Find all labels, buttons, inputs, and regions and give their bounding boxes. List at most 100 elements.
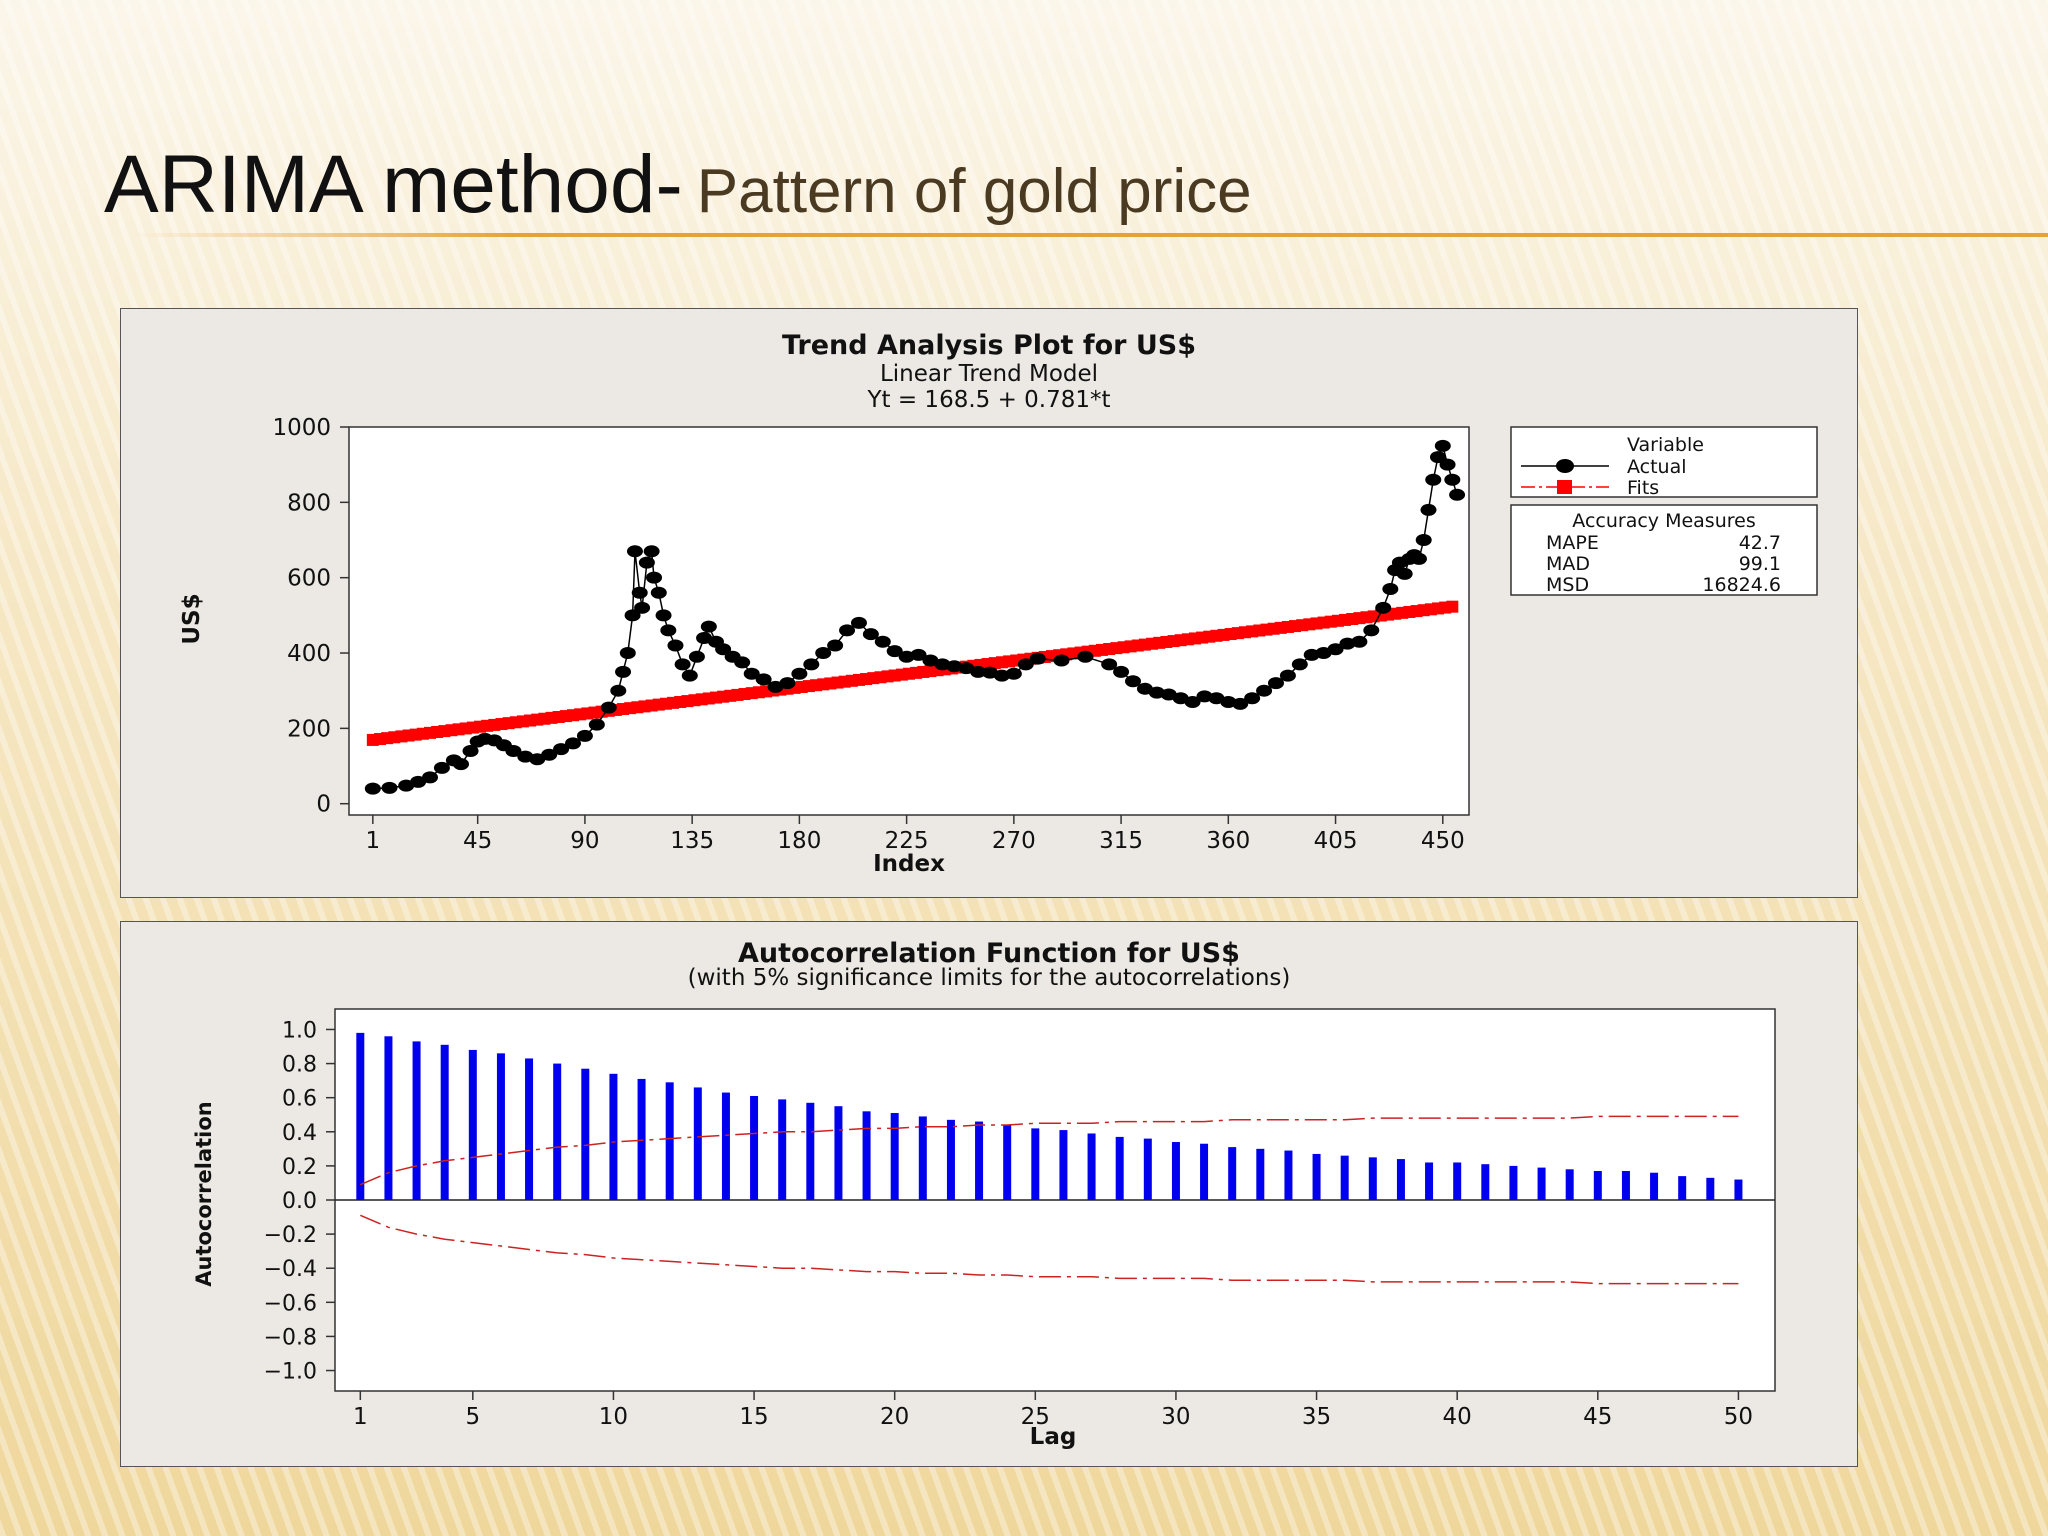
actual-point xyxy=(1420,503,1437,516)
actual-point xyxy=(688,650,705,663)
acf-y-tick-label: 0.4 xyxy=(282,1121,317,1146)
acf-bar xyxy=(1396,1159,1405,1200)
trend-y-tick-label: 400 xyxy=(287,641,331,667)
actual-point xyxy=(815,647,832,660)
actual-point xyxy=(565,737,581,750)
acf-bar xyxy=(609,1073,618,1200)
accuracy-msd-label: MSD xyxy=(1546,574,1589,596)
accuracy-msd-value: 16824.6 xyxy=(1702,574,1781,596)
actual-point xyxy=(667,639,684,652)
actual-point xyxy=(1267,677,1284,690)
acf-bar xyxy=(356,1032,365,1200)
acf-bar xyxy=(975,1121,984,1200)
acf-bar xyxy=(1678,1176,1687,1200)
slide-title-sub: Pattern of gold price xyxy=(696,157,1252,226)
acf-y-tick-label: −1.0 xyxy=(264,1360,317,1385)
trend-x-tick-label: 450 xyxy=(1421,828,1465,854)
actual-point xyxy=(791,667,808,680)
actual-point xyxy=(850,616,867,629)
acf-bar xyxy=(918,1116,927,1200)
acf-bar xyxy=(1368,1157,1377,1200)
actual-point xyxy=(422,771,439,784)
acf-bar xyxy=(1200,1143,1209,1200)
accuracy-title: Accuracy Measures xyxy=(1572,510,1755,532)
acf-lower-limit xyxy=(360,1214,1739,1285)
trend-chart-equation: Yt = 168.5 + 0.781*t xyxy=(866,387,1110,413)
acf-bar xyxy=(384,1036,393,1200)
actual-point xyxy=(1196,690,1213,703)
actual-point xyxy=(1279,669,1296,682)
actual-point xyxy=(600,701,617,714)
acf-bar xyxy=(1003,1124,1012,1200)
actual-point xyxy=(1053,654,1070,667)
actual-point xyxy=(1430,451,1447,464)
actual-point xyxy=(910,648,927,661)
acf-bar xyxy=(1256,1148,1265,1200)
acf-bar xyxy=(1453,1162,1462,1200)
trend-x-tick-label: 90 xyxy=(570,828,599,854)
actual-point xyxy=(529,753,546,766)
actual-point xyxy=(1449,488,1466,501)
acf-chart-subtitle: (with 5% significance limits for the aut… xyxy=(688,965,1291,991)
actual-point xyxy=(1439,458,1456,471)
trend-chart-subtitle: Linear Trend Model xyxy=(880,361,1098,387)
actual-point xyxy=(970,665,987,678)
trend-y-tick-label: 1000 xyxy=(272,415,331,441)
trend-y-tick-label: 800 xyxy=(287,490,331,516)
acf-y-tick-label: 0.6 xyxy=(282,1087,317,1112)
acf-bar xyxy=(1284,1150,1293,1200)
actual-point xyxy=(1077,650,1094,663)
actual-point xyxy=(934,658,951,671)
accuracy-mad-label: MAD xyxy=(1546,553,1590,575)
acf-bar xyxy=(721,1092,730,1200)
acf-x-tick-label: 30 xyxy=(1161,1404,1190,1430)
actual-point xyxy=(634,601,651,614)
accuracy-mape-label: MAPE xyxy=(1546,532,1599,554)
actual-point xyxy=(755,673,772,686)
actual-point xyxy=(646,571,663,584)
actual-point xyxy=(1382,582,1399,595)
actual-point xyxy=(1256,684,1273,697)
legend-actual-marker xyxy=(1556,459,1574,473)
acf-bar xyxy=(1509,1165,1518,1200)
acf-bar xyxy=(553,1063,562,1200)
acf-bar xyxy=(525,1058,534,1200)
actual-point xyxy=(886,645,903,658)
actual-point xyxy=(655,609,672,622)
acf-x-axis-label: Lag xyxy=(1030,1424,1077,1450)
actual-point xyxy=(1425,473,1442,486)
acf-chart-panel: Autocorrelation Function for US$ (with 5… xyxy=(120,921,1858,1467)
trend-chart: Trend Analysis Plot for US$ Linear Trend… xyxy=(179,330,1818,877)
acf-bar xyxy=(862,1111,871,1200)
acf-x-tick-label: 15 xyxy=(739,1404,768,1430)
actual-point xyxy=(1220,695,1237,708)
actual-point xyxy=(660,624,677,637)
slide-title-main: ARIMA method- xyxy=(104,139,683,230)
acf-bar xyxy=(496,1053,505,1200)
trend-x-tick-label: 1 xyxy=(366,828,381,854)
acf-bar xyxy=(834,1106,843,1200)
title-underline xyxy=(130,233,2048,237)
actual-point xyxy=(433,761,450,774)
acf-y-tick-label: 0.0 xyxy=(282,1189,317,1214)
acf-bar xyxy=(1087,1133,1096,1200)
slide-title: ARIMA method- Pattern of gold price xyxy=(104,138,1252,232)
acf-x-tick-label: 20 xyxy=(880,1404,909,1430)
acf-bar xyxy=(890,1113,899,1200)
actual-point xyxy=(803,658,820,671)
acf-bar xyxy=(1031,1128,1040,1200)
actual-point xyxy=(1303,648,1320,661)
actual-point xyxy=(381,781,398,794)
actual-point xyxy=(541,748,558,761)
acf-y-tick-label: −0.2 xyxy=(264,1223,317,1248)
acf-bar xyxy=(1425,1162,1434,1200)
fits-marker xyxy=(509,716,522,729)
actual-point xyxy=(674,658,691,671)
legend-actual-label: Actual xyxy=(1627,456,1687,478)
accuracy-mape-value: 42.7 xyxy=(1739,532,1781,554)
actual-point xyxy=(946,660,963,673)
legend-fits-marker xyxy=(1557,480,1572,494)
actual-point xyxy=(1029,652,1046,665)
actual-point xyxy=(1327,643,1344,656)
acf-bar xyxy=(946,1119,955,1200)
